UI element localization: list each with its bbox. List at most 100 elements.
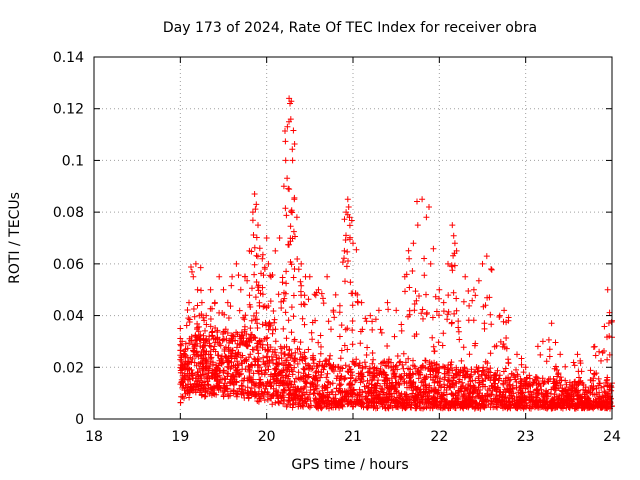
outlier-point	[548, 320, 555, 327]
data-point	[590, 375, 597, 382]
outlier-point	[190, 273, 197, 280]
outlier-point	[419, 196, 426, 203]
data-point	[272, 365, 279, 372]
data-point	[330, 309, 337, 315]
data-point	[309, 336, 316, 343]
data-point	[525, 381, 532, 388]
data-point	[357, 400, 364, 406]
data-point	[604, 376, 611, 383]
data-point	[327, 352, 334, 359]
data-point	[189, 355, 196, 362]
data-point	[414, 198, 420, 205]
data-point	[511, 402, 518, 409]
data-point	[518, 355, 525, 362]
data-point	[406, 311, 413, 318]
outlier-point	[251, 191, 258, 197]
data-point	[392, 397, 399, 404]
data-point	[312, 317, 319, 324]
data-point	[317, 350, 324, 357]
data-point	[350, 386, 357, 393]
data-point	[220, 368, 227, 375]
data-point	[237, 354, 244, 361]
data-point	[240, 314, 247, 321]
data-point	[282, 290, 289, 297]
axis-ticks: 18 19 20 21 22 23 24 0 0.02 0.04 0.06 0.08 0.1 0.12 0.…	[53, 50, 621, 445]
data-point	[264, 391, 271, 398]
data-point	[231, 355, 238, 362]
data-point	[385, 358, 392, 365]
data-point	[409, 268, 416, 274]
data-point	[472, 394, 479, 401]
data-point	[400, 365, 407, 372]
data-point	[352, 377, 358, 384]
data-point	[241, 375, 248, 382]
outlier-point	[539, 338, 546, 345]
data-point	[246, 292, 253, 299]
data-point	[259, 291, 266, 298]
data-point	[371, 364, 378, 371]
data-point	[207, 316, 214, 322]
data-point	[261, 264, 268, 271]
data-point	[252, 391, 259, 398]
data-point	[260, 303, 267, 310]
data-point	[453, 307, 460, 314]
data-point	[487, 311, 494, 318]
data-point	[203, 374, 210, 381]
outlier-point	[265, 260, 272, 267]
data-point	[268, 353, 275, 360]
data-point	[569, 389, 576, 395]
data-point	[507, 376, 514, 383]
data-point	[398, 321, 405, 328]
data-point	[354, 298, 361, 305]
data-point	[209, 367, 216, 374]
data-point	[324, 370, 331, 377]
data-point	[541, 398, 548, 404]
data-point	[344, 401, 351, 408]
data-point	[249, 362, 256, 369]
data-point	[593, 399, 600, 405]
data-point	[455, 318, 462, 325]
data-point	[378, 360, 385, 367]
data-point	[247, 325, 254, 332]
data-point	[371, 389, 378, 396]
outlier-point	[280, 183, 287, 190]
data-point	[199, 367, 206, 374]
data-point	[272, 326, 279, 333]
outlier-point	[224, 299, 231, 306]
data-point	[209, 305, 215, 312]
x-tick-label: 18	[85, 429, 103, 445]
outlier-point	[276, 235, 283, 241]
data-point	[455, 378, 462, 385]
data-point	[532, 374, 539, 380]
data-point	[322, 358, 329, 365]
data-point	[252, 382, 259, 389]
outlier-point	[462, 273, 469, 280]
data-point	[553, 367, 560, 373]
outlier-point	[410, 240, 417, 247]
outlier-point	[423, 214, 430, 221]
data-point	[481, 320, 488, 327]
data-point	[334, 363, 341, 370]
data-point	[353, 246, 360, 253]
data-point	[450, 377, 456, 384]
data-point	[465, 396, 472, 403]
outlier-point	[479, 260, 486, 267]
data-point	[471, 369, 478, 376]
data-point	[344, 346, 351, 353]
data-point	[499, 343, 506, 350]
data-point	[246, 339, 253, 345]
data-point	[445, 292, 452, 299]
data-point	[349, 381, 356, 388]
data-point	[449, 391, 456, 398]
data-point	[219, 337, 226, 344]
data-point	[186, 335, 193, 342]
y-tick-label: 0.08	[53, 205, 84, 221]
data-point	[287, 386, 294, 393]
data-point	[308, 329, 315, 336]
data-point	[216, 336, 223, 343]
data-point	[229, 372, 236, 378]
data-point	[407, 393, 414, 400]
data-point	[593, 385, 600, 392]
data-point	[378, 329, 385, 336]
data-point	[357, 379, 364, 386]
